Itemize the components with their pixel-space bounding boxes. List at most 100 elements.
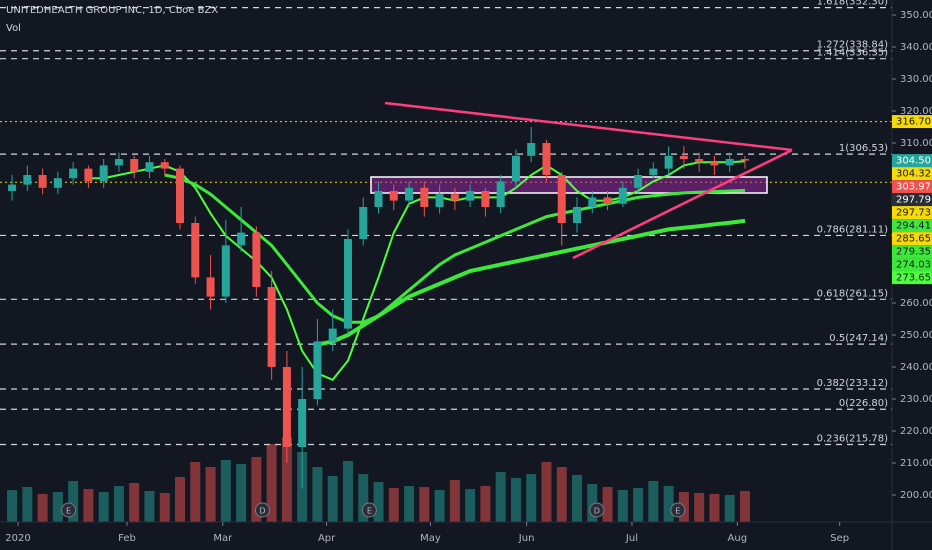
candle-body <box>664 155 673 169</box>
price-label-box <box>892 193 932 207</box>
volume-bar <box>587 484 598 522</box>
candle-body <box>237 232 246 246</box>
event-marker <box>254 502 270 518</box>
volume-bar <box>526 474 537 522</box>
candle-body <box>527 143 536 156</box>
candle-body <box>679 155 688 160</box>
price-label: 297.73 <box>896 208 931 219</box>
fib-label: 0.5(247.14) <box>829 333 888 344</box>
volume-bar <box>7 490 18 522</box>
y-tick-label: 210.00 <box>900 458 932 469</box>
fib-label: 1.618(352.30) <box>817 0 889 8</box>
volume-bar <box>281 437 292 522</box>
price-label-box <box>892 115 932 129</box>
candle-body <box>130 159 139 172</box>
trend-line <box>384 101 793 152</box>
candle-body <box>618 187 627 204</box>
x-tick-label: Sep <box>830 533 849 544</box>
volume-bar <box>633 488 644 522</box>
price-label: 285.65 <box>896 234 931 245</box>
volume-bar <box>449 480 460 522</box>
event-label: E <box>66 507 71 516</box>
y-tick-label: 320.00 <box>900 106 932 117</box>
volume-bar <box>739 491 750 522</box>
candle-body <box>740 159 749 161</box>
event-label: E <box>367 507 372 516</box>
candle-body <box>176 168 185 224</box>
event-label: D <box>259 507 265 516</box>
candle-body <box>69 168 78 179</box>
volume-bar <box>694 493 705 522</box>
candle-body <box>282 366 291 447</box>
volume-bar <box>113 486 124 522</box>
volume-bar <box>22 487 33 522</box>
y-tick-label: 340.00 <box>900 42 932 53</box>
fib-label: 0.382(233.12) <box>817 378 889 389</box>
candle-body <box>481 191 490 208</box>
candle-body <box>496 181 505 208</box>
y-tick-label: 230.00 <box>900 394 932 405</box>
volume-label: Vol <box>6 23 21 34</box>
volume-bar <box>129 483 140 522</box>
fib-label: 1.414(336.35) <box>817 48 889 59</box>
candle-body <box>343 239 352 329</box>
price-label-box <box>892 167 932 181</box>
volume-bar <box>83 489 94 522</box>
volume-bar <box>404 486 415 522</box>
volume-bar <box>480 486 491 522</box>
price-label-box <box>892 258 932 272</box>
volume-bar <box>602 487 613 522</box>
candle-body <box>374 191 383 208</box>
candle-body <box>466 191 475 201</box>
price-label: 294.41 <box>896 221 931 232</box>
event-label: E <box>675 507 680 516</box>
x-tick-label: Apr <box>318 533 336 544</box>
candle-body <box>573 207 582 224</box>
candle-body <box>267 286 276 367</box>
y-tick-label: 350.00 <box>900 10 932 21</box>
volume-bar <box>312 467 323 522</box>
candle-body <box>710 162 719 166</box>
volume-bar <box>236 464 247 522</box>
price-label: 297.79 <box>896 195 931 206</box>
y-tick-label: 240.00 <box>900 362 932 373</box>
x-tick-label: Jun <box>518 533 535 544</box>
volume-bar <box>572 475 583 522</box>
fib-label: 0(226.80) <box>839 398 888 409</box>
candle-body <box>114 159 123 166</box>
volume-bar <box>465 489 476 522</box>
candle-body <box>389 191 398 201</box>
price-label-box <box>892 154 932 168</box>
volume-bar <box>342 461 353 522</box>
candle-body <box>649 168 658 176</box>
candle-body <box>542 143 551 176</box>
price-label: 274.03 <box>896 260 931 271</box>
candle-body <box>84 168 93 182</box>
event-label: D <box>594 507 600 516</box>
fib-label: 1.272(338.84) <box>817 40 889 51</box>
volume-bar <box>373 482 384 522</box>
candle-body <box>38 175 47 188</box>
y-tick-label: 330.00 <box>900 74 932 85</box>
triangle-drawing <box>384 101 793 260</box>
price-label: 279.35 <box>896 247 931 258</box>
price-label-box <box>892 271 932 285</box>
candle-body <box>634 175 643 188</box>
candle-body <box>420 187 429 208</box>
axes: 350.00340.00330.00320.00310.00300.00290.… <box>5 10 932 544</box>
event-marker <box>589 502 605 518</box>
candle-body <box>725 159 734 166</box>
price-label-box <box>892 245 932 259</box>
price-label-box <box>892 206 932 220</box>
volume-bar <box>175 477 186 522</box>
price-label-box <box>892 219 932 233</box>
volume-bar <box>98 492 109 522</box>
candle-body <box>160 162 169 169</box>
candle-body <box>695 159 704 163</box>
volume-bar <box>327 476 338 522</box>
trend-line <box>572 148 793 260</box>
volume-bar <box>663 486 674 522</box>
